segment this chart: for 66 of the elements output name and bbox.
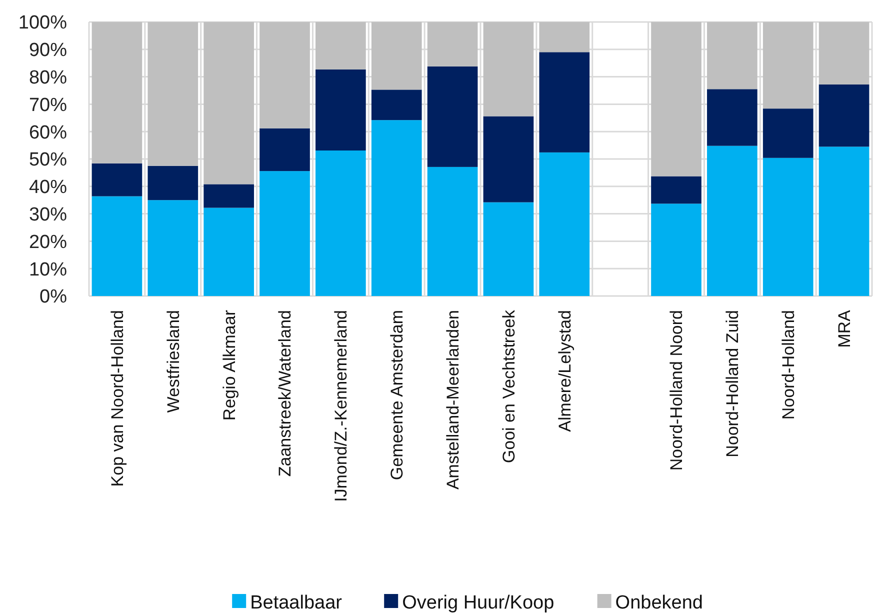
y-tick-label: 100% [18, 12, 68, 34]
x-tick-label: Amstelland-Meerlanden [443, 310, 462, 490]
bar [707, 22, 758, 90]
bar [371, 120, 422, 296]
x-tick-label: Noord-Holland [779, 310, 798, 420]
bar [483, 202, 534, 296]
bar [762, 22, 814, 109]
bar [316, 69, 366, 151]
y-tick-label: 60% [28, 122, 68, 144]
bar [818, 146, 870, 296]
bar [92, 196, 142, 296]
bar [539, 22, 590, 52]
bar [707, 146, 758, 296]
bar [651, 176, 702, 204]
bar [818, 84, 870, 147]
y-tick-label: 50% [28, 150, 68, 171]
legend-label: Overig Huur/Koop [402, 592, 554, 614]
y-tick-label: 90% [28, 40, 68, 62]
bar [204, 208, 254, 296]
x-tick-label: Westfriesland [164, 310, 183, 413]
y-tick-label: 80% [28, 67, 68, 88]
bar [148, 22, 198, 166]
bar [483, 116, 534, 202]
bar [427, 66, 478, 167]
x-tick-label: Noord-Holland Zuid [723, 310, 742, 458]
bar [204, 184, 254, 208]
bar [148, 166, 198, 200]
x-tick-label: Gemeente Amsterdam [388, 310, 407, 480]
y-tick-label: 40% [28, 177, 68, 198]
x-tick-label: IJmond/Z.-Kennemerland [332, 310, 351, 502]
bar [539, 152, 590, 296]
bar [707, 89, 758, 146]
x-tick-label: MRA [834, 309, 854, 348]
x-tick-label: Almere/Lelystad [555, 310, 574, 432]
bar [316, 150, 366, 296]
y-tick-label: 70% [28, 94, 68, 116]
bar [92, 22, 142, 164]
x-tick-label: Gooi en Vechtstreek [499, 310, 518, 464]
bar [762, 108, 814, 158]
bar [427, 22, 478, 66]
legend-label: Betaalbaar [250, 592, 343, 614]
bar [651, 22, 702, 176]
bar [818, 22, 870, 84]
bar [427, 166, 478, 296]
bar [762, 158, 814, 296]
legend-label: Onbekend [615, 592, 703, 614]
bar [316, 22, 366, 70]
y-tick-label: 30% [28, 204, 68, 226]
bar [260, 22, 310, 128]
bar [204, 22, 254, 184]
x-tick-label: Regio Alkmaar [220, 310, 239, 421]
bar [539, 52, 590, 152]
bar [371, 90, 422, 120]
bar [483, 22, 534, 116]
bar [92, 163, 142, 196]
bar [651, 204, 702, 296]
y-tick-label: 0% [40, 286, 68, 308]
y-tick-label: 20% [28, 232, 68, 253]
x-tick-label: Noord-Holland Noord [667, 310, 686, 471]
bar [260, 171, 310, 296]
y-tick-label: 10% [28, 259, 68, 280]
x-tick-label: Zaanstreek/Waterland [276, 310, 295, 477]
bar [371, 22, 422, 90]
bar [148, 200, 198, 296]
bar [260, 128, 310, 172]
x-tick-label: Kop van Noord-Holland [108, 310, 127, 487]
